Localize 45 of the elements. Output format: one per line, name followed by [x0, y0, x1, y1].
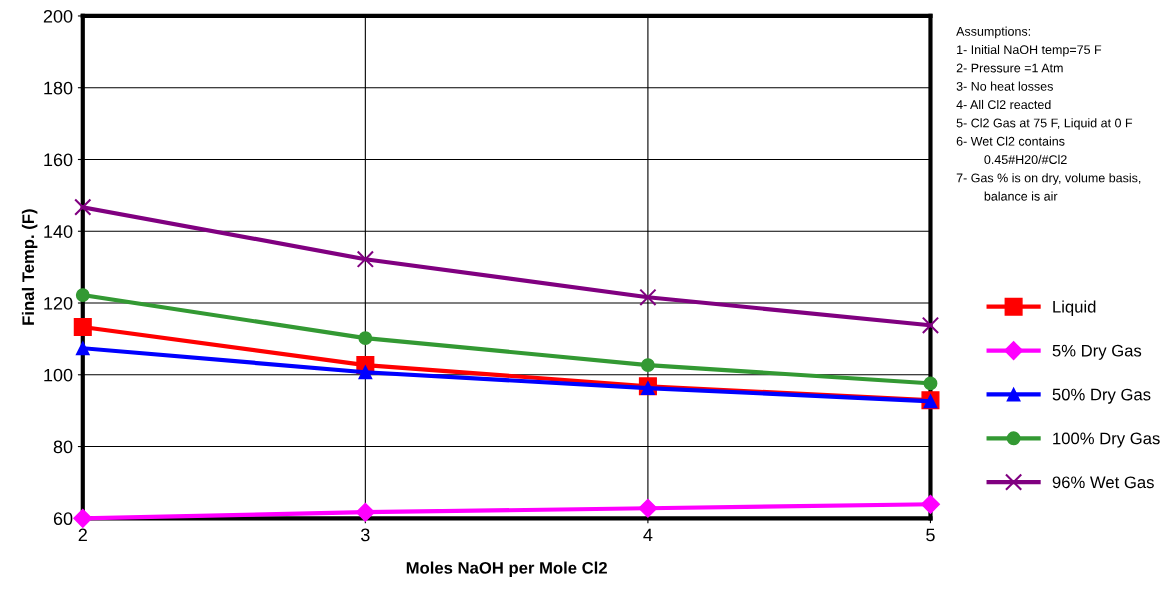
text: 7- Gas % is on dry, volume basis, [956, 173, 1141, 185]
text: 4- All Cl2 reacted [956, 99, 1051, 110]
point [358, 331, 373, 346]
point [923, 376, 938, 391]
text: 6- Wet Cl2 contains [956, 136, 1065, 146]
y-tick-label: 100 [44, 368, 73, 382]
x-tick-label: 3 [361, 528, 370, 542]
point [75, 341, 90, 356]
point [73, 508, 93, 528]
text: 5- Cl2 Gas at 75 F, Liquid at 0 F [956, 118, 1133, 130]
y-axis-title: Final Temp. (F) [21, 209, 38, 325]
x-tick-label: 5 [926, 528, 935, 542]
point [356, 250, 375, 268]
legend-label: 50% Dry Gas [1052, 388, 1151, 404]
point [921, 316, 940, 334]
x-axis-title: Moles NaOH per Mole Cl2 [406, 561, 607, 578]
point [73, 318, 92, 337]
text: Assumptions: [956, 26, 1031, 39]
point [75, 288, 90, 303]
y-tick-label: 120 [44, 296, 73, 310]
text: 0.45#H20/#Cl2 [984, 154, 1067, 165]
x-tick-label: 4 [643, 528, 653, 542]
y-tick-label: 200 [43, 9, 73, 23]
text: 2- Pressure =1 Atm [956, 63, 1063, 73]
y-tick-label: 80 [53, 440, 73, 454]
text: balance is air [984, 191, 1058, 201]
point [358, 365, 373, 380]
x-tick-label: 2 [78, 528, 87, 542]
point [74, 198, 92, 216]
point [640, 381, 655, 395]
point [355, 502, 375, 522]
point [638, 498, 658, 518]
point [639, 288, 657, 306]
legend-label: Liquid [1053, 300, 1096, 316]
legend-label: 100% Dry Gas [1053, 432, 1160, 448]
legend-label: 96% Wet Gas [1052, 476, 1154, 489]
text: 1- Initial NaOH temp=75 F [957, 44, 1102, 57]
text: 3- No heat losses [956, 81, 1053, 91]
point [640, 358, 655, 373]
y-tick-label: 160 [44, 153, 73, 167]
legend-label: 5% Dry Gas [1052, 344, 1142, 360]
y-tick-label: 140 [44, 225, 73, 238]
y-tick-label: 60 [53, 512, 73, 526]
point [920, 494, 941, 514]
y-tick-label: 180 [44, 81, 73, 95]
